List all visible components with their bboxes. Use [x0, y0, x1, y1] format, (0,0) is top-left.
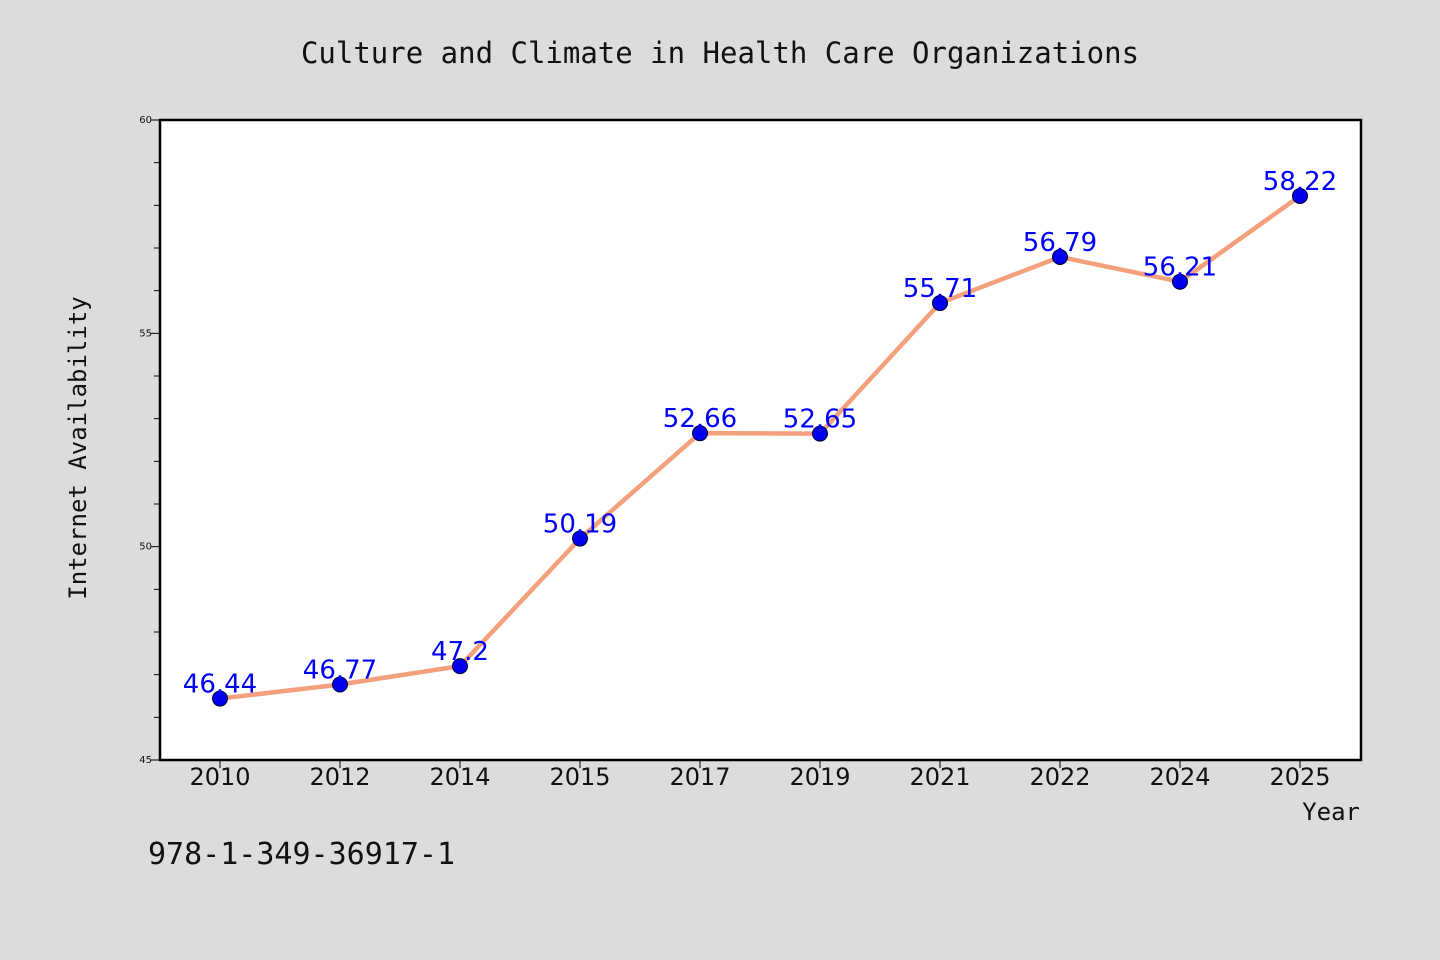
x-tick-label: 2014: [429, 763, 490, 791]
y-tick-label: 55: [139, 328, 152, 339]
data-series: 46.44 46.77 47.2 50.19 52.66 52.65 55.71 56.79 5…: [183, 167, 1337, 707]
y-axis: 45 50 55 60: [139, 115, 160, 766]
data-point: [692, 425, 708, 442]
x-tick-label: 2017: [669, 763, 730, 791]
data-label: 56.21: [1143, 253, 1217, 283]
data-label: 55.71: [903, 274, 977, 304]
x-tick-label: 2024: [1149, 763, 1210, 791]
plot-area: [158, 118, 1363, 762]
data-point: [1292, 187, 1308, 204]
x-tick-label: 2012: [309, 763, 370, 791]
isbn-text: 978-1-349-36917-1: [148, 837, 455, 872]
data-label: 50.19: [543, 510, 617, 540]
chart-title: Culture and Climate in Health Care Organ…: [301, 36, 1139, 70]
data-label: 58.22: [1263, 167, 1337, 197]
data-point: [212, 690, 228, 707]
x-tick-label: 2010: [189, 763, 250, 791]
data-point: [1052, 248, 1068, 265]
data-label: 46.77: [303, 655, 377, 685]
x-tick-label: 2022: [1029, 763, 1090, 791]
data-label: 52.65: [783, 405, 857, 435]
data-point: [812, 425, 828, 442]
data-point: [332, 676, 348, 693]
series-line: [217, 193, 1303, 701]
x-axis: 2010 2012 2014 2015 2017 2019 2021 2022 2024 2025: [189, 760, 1331, 791]
data-point: [572, 530, 588, 547]
x-tick-label: 2019: [789, 763, 850, 791]
data-label: 46.44: [183, 670, 257, 700]
x-tick-label: 2015: [549, 763, 610, 791]
y-axis-label: Internet Availability: [64, 296, 92, 599]
y-tick-label: 50: [139, 542, 152, 553]
x-tick-label: 2021: [909, 763, 970, 791]
data-label: 47.2: [431, 637, 489, 667]
data-point: [1172, 273, 1188, 290]
x-axis-label: Year: [1302, 798, 1360, 826]
data-point: [452, 658, 468, 675]
y-tick-label: 45: [139, 755, 152, 766]
x-tick-label: 2025: [1269, 763, 1330, 791]
data-label: 52.66: [663, 404, 737, 434]
data-label: 56.79: [1023, 228, 1097, 258]
data-point: [932, 295, 948, 312]
y-tick-label: 60: [139, 115, 152, 126]
